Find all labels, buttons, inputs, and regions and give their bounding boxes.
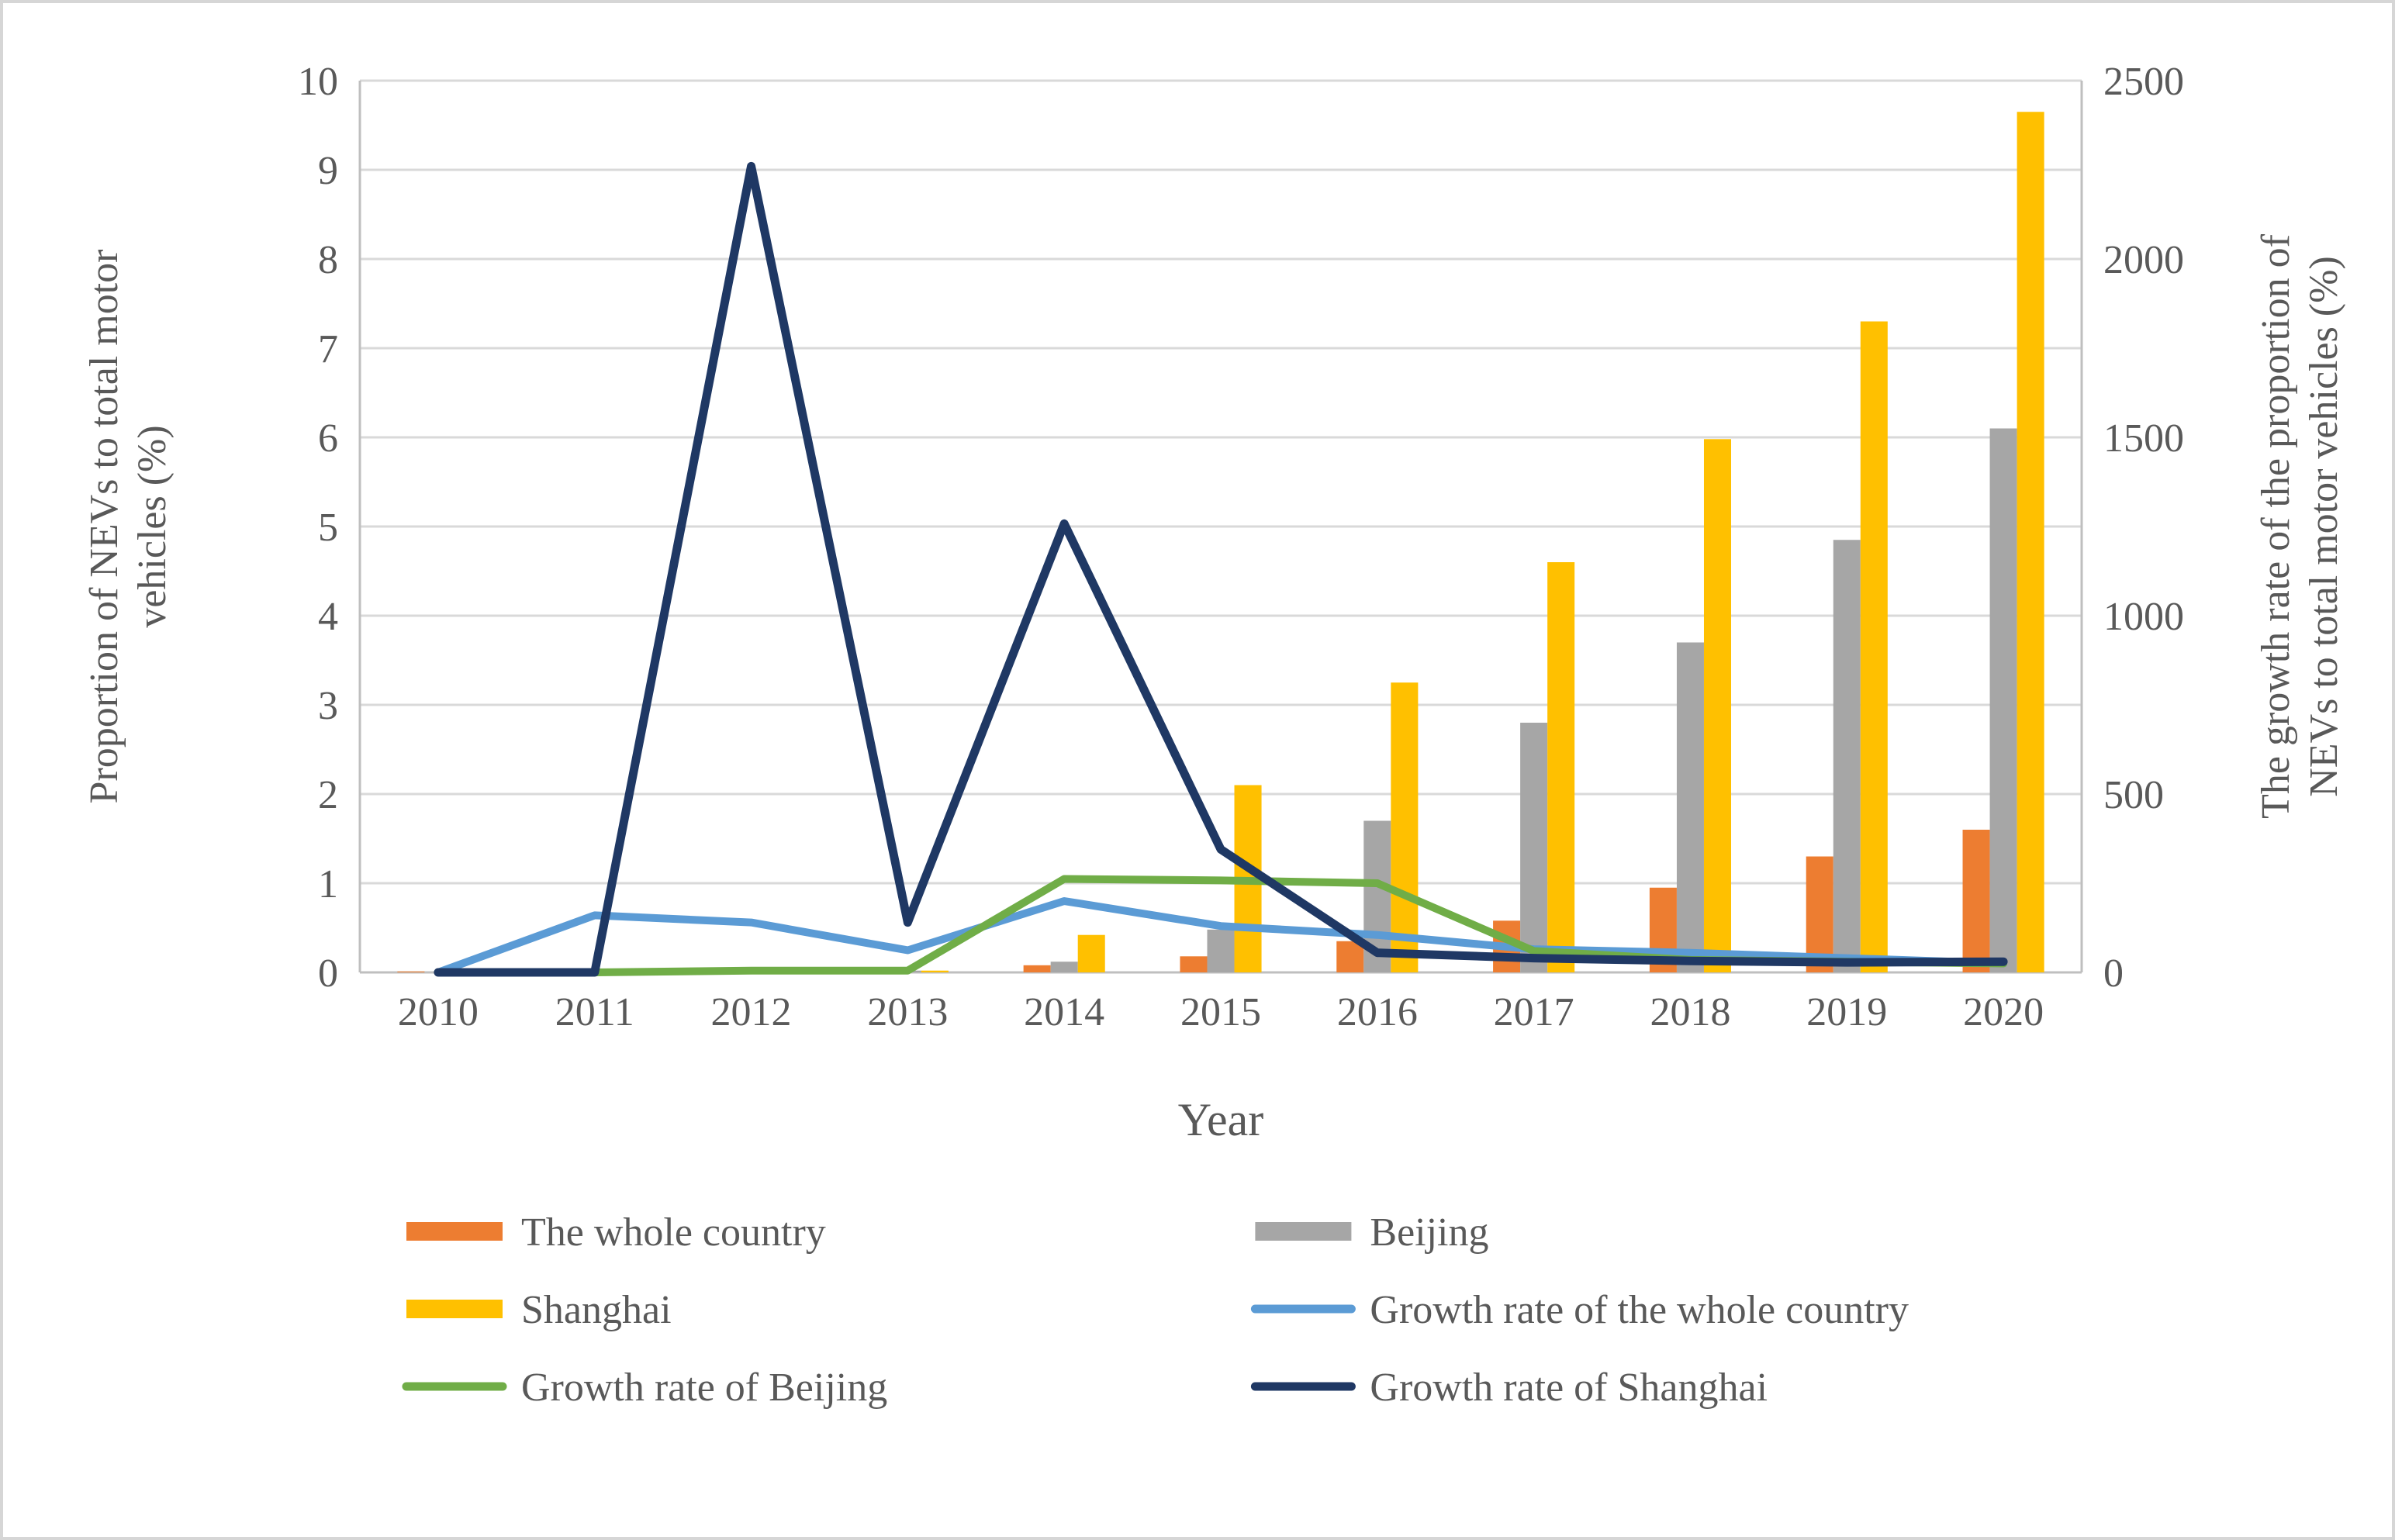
y-left-tick: 1 — [318, 862, 338, 906]
nev-proportion-chart: 0 1 2 3 4 5 6 7 8 9 10 0 500 1000 1500 2000 2500 2010 2011… — [26, 65, 2361, 1507]
legend-label: Growth rate of Beijing — [521, 1366, 887, 1410]
x-tick: 2012 — [711, 990, 792, 1034]
x-tick: 2020 — [1963, 990, 2044, 1034]
y-left-tick: 8 — [318, 238, 338, 282]
y-left-tick: 10 — [298, 65, 338, 104]
x-tick: 2013 — [867, 990, 948, 1034]
bar — [921, 971, 949, 972]
svg-text:The growth rate of the proport: The growth rate of the proportion of — [2254, 233, 2298, 818]
y-left-tick: 7 — [318, 327, 338, 371]
legend-label: Growth rate of the whole country — [1370, 1288, 1909, 1332]
y-left-tick: 5 — [318, 506, 338, 550]
bar — [1078, 935, 1105, 972]
legend-item: Beijing — [1255, 1210, 1488, 1255]
legend-label: Shanghai — [521, 1288, 672, 1332]
y-left-title: Proportion of NEVs to total motorvehicle… — [82, 250, 175, 804]
legend-item: Growth rate of Beijing — [406, 1366, 887, 1410]
bar — [1180, 956, 1207, 972]
bar — [1704, 439, 1731, 972]
legend-label: Growth rate of Shanghai — [1370, 1366, 1768, 1410]
x-tick: 2014 — [1024, 990, 1104, 1034]
y-left-tick: 4 — [318, 595, 338, 639]
y-right-tick: 0 — [2103, 951, 2124, 996]
svg-text:NEVs to total motor vehicles (: NEVs to total motor vehicles (%) — [2302, 256, 2346, 797]
bar — [1861, 322, 1888, 973]
legend-label: Beijing — [1370, 1210, 1488, 1255]
bar — [1024, 965, 1051, 972]
x-tick: 2011 — [555, 990, 634, 1034]
bar — [1520, 723, 1547, 972]
y-right-tick: 500 — [2103, 773, 2164, 817]
x-tick: 2017 — [1494, 990, 1574, 1034]
x-tick: 2015 — [1180, 990, 1261, 1034]
bar — [1833, 540, 1861, 972]
svg-text:Proportion of NEVs to total mo: Proportion of NEVs to total motor — [82, 250, 126, 804]
legend-item: The whole country — [406, 1210, 826, 1255]
bar — [2017, 112, 2044, 972]
x-tick: 2010 — [398, 990, 479, 1034]
x-tick: 2019 — [1806, 990, 1887, 1034]
y-right-title: The growth rate of the proportion ofNEVs… — [2254, 233, 2346, 818]
y-left-tick: 0 — [318, 951, 338, 996]
y-left-tick: 9 — [318, 149, 338, 193]
y-left-tick: 2 — [318, 773, 338, 817]
legend-item: Growth rate of the whole country — [1255, 1288, 1909, 1332]
y-right-tick: 2500 — [2103, 65, 2184, 104]
svg-text:vehicles (%): vehicles (%) — [130, 425, 175, 627]
bar — [1547, 562, 1574, 972]
bar — [1051, 962, 1078, 972]
bar — [1391, 682, 1418, 972]
x-tick: 2016 — [1337, 990, 1418, 1034]
line-series — [438, 166, 2003, 972]
x-axis-title: Year — [1178, 1094, 1264, 1145]
bar — [1990, 429, 2017, 973]
chart-inner: 0 1 2 3 4 5 6 7 8 9 10 0 500 1000 1500 2000 2500 2010 2011… — [26, 65, 2369, 1514]
y-right-tick: 2000 — [2103, 238, 2184, 282]
x-tick: 2018 — [1650, 990, 1730, 1034]
y-right-tick: 1500 — [2103, 416, 2184, 461]
legend-item: Growth rate of Shanghai — [1255, 1366, 1768, 1410]
legend-item: Shanghai — [406, 1288, 672, 1332]
bar — [1207, 930, 1234, 972]
bar — [1677, 643, 1704, 973]
y-left-tick: 3 — [318, 684, 338, 728]
bar — [1963, 830, 1990, 972]
y-right-tick: 1000 — [2103, 595, 2184, 639]
chart-container: 0 1 2 3 4 5 6 7 8 9 10 0 500 1000 1500 2000 2500 2010 2011… — [0, 0, 2395, 1540]
y-left-tick: 6 — [318, 416, 338, 461]
legend-label: The whole country — [521, 1210, 826, 1255]
